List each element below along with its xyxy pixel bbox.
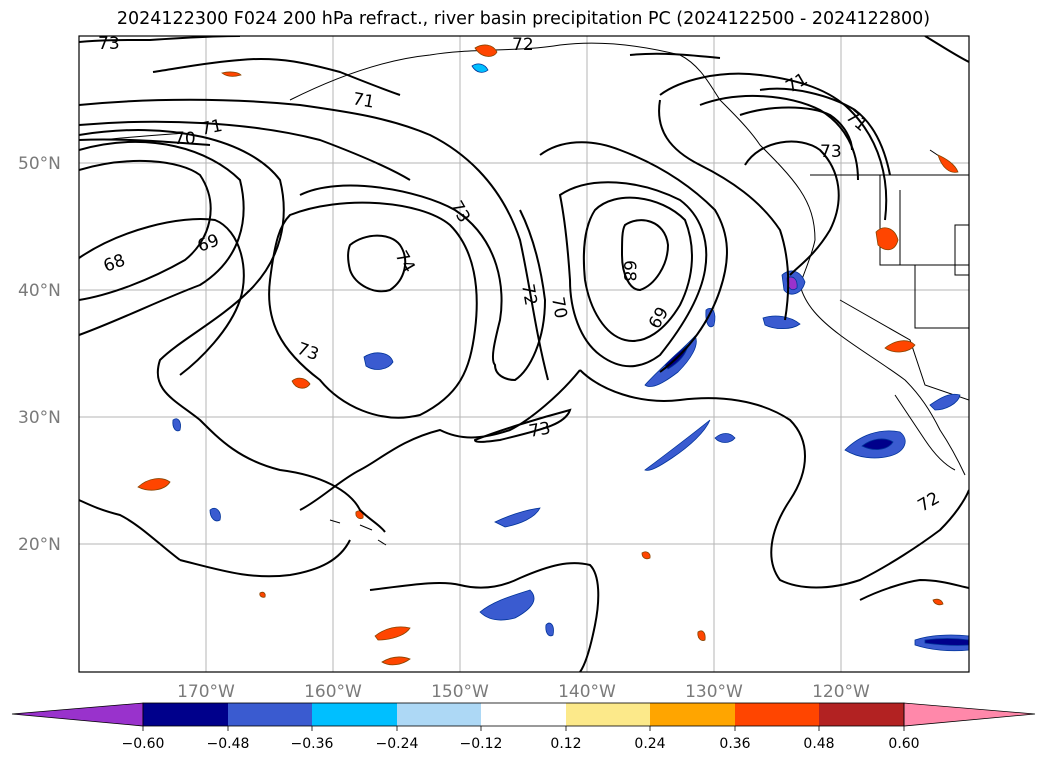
lat-label: 20°N xyxy=(18,535,61,555)
map-title: 2024122300 F024 200 hPa refract., river … xyxy=(116,9,931,29)
colorbar-tick-label: 0.36 xyxy=(719,736,750,752)
colorbar-bin xyxy=(228,703,312,726)
colorbar-bin xyxy=(735,703,819,726)
colorbar-bin xyxy=(397,703,481,726)
colorbar-extend-low xyxy=(11,702,144,727)
contour-label: 71 xyxy=(199,116,224,140)
map-panel xyxy=(79,36,969,672)
contour-label: 73 xyxy=(820,142,842,162)
colorbar-bin xyxy=(312,703,397,726)
lon-label: 140°W xyxy=(558,682,616,702)
colorbar-bin xyxy=(143,703,228,726)
contour-label: 72 xyxy=(517,282,540,307)
colorbar-tick-label: −0.24 xyxy=(376,736,419,752)
contour-label: 73 xyxy=(527,418,552,441)
contour-label: 68 xyxy=(619,260,639,282)
contour-label: 70 xyxy=(174,129,196,149)
colorbar-bin xyxy=(819,703,904,726)
lon-label: 150°W xyxy=(431,682,489,702)
lat-label: 30°N xyxy=(18,408,61,428)
latitude-labels: 50°N 40°N 30°N 20°N xyxy=(18,154,61,555)
lon-label: 130°W xyxy=(685,682,743,702)
contour-label: 70 xyxy=(547,295,570,320)
colorbar-tick-label: −0.60 xyxy=(122,736,165,752)
lat-label: 50°N xyxy=(18,154,61,174)
coastlines xyxy=(99,42,969,546)
colorbar: −0.60 −0.48 −0.36 −0.24 −0.12 0.12 0.24 … xyxy=(11,702,1036,752)
contour-label: 71 xyxy=(351,89,376,112)
contour-label: 72 xyxy=(512,35,534,55)
lon-label: 160°W xyxy=(304,682,362,702)
refractivity-contours xyxy=(79,36,969,672)
colorbar-extend-high xyxy=(903,702,1036,727)
colorbar-tick-label: 0.24 xyxy=(634,736,665,752)
colorbar-tick-label: 0.48 xyxy=(803,736,834,752)
colorbar-tick-label: −0.48 xyxy=(207,736,250,752)
colorbar-bin xyxy=(566,703,650,726)
lon-label: 120°W xyxy=(812,682,870,702)
colorbar-tick-label: 0.12 xyxy=(550,736,581,752)
colorbar-tick-label: −0.36 xyxy=(291,736,334,752)
lon-label: 170°W xyxy=(177,682,235,702)
map-border xyxy=(78,35,970,673)
contour-label: 73 xyxy=(98,34,120,54)
lat-label: 40°N xyxy=(18,281,61,301)
colorbar-tick-label: 0.60 xyxy=(888,736,919,752)
longitude-labels: 170°W 160°W 150°W 140°W 130°W 120°W xyxy=(177,682,870,702)
colorbar-bin xyxy=(650,703,735,726)
colorbar-tick-label: −0.12 xyxy=(460,736,503,752)
colorbar-bin xyxy=(481,703,566,726)
